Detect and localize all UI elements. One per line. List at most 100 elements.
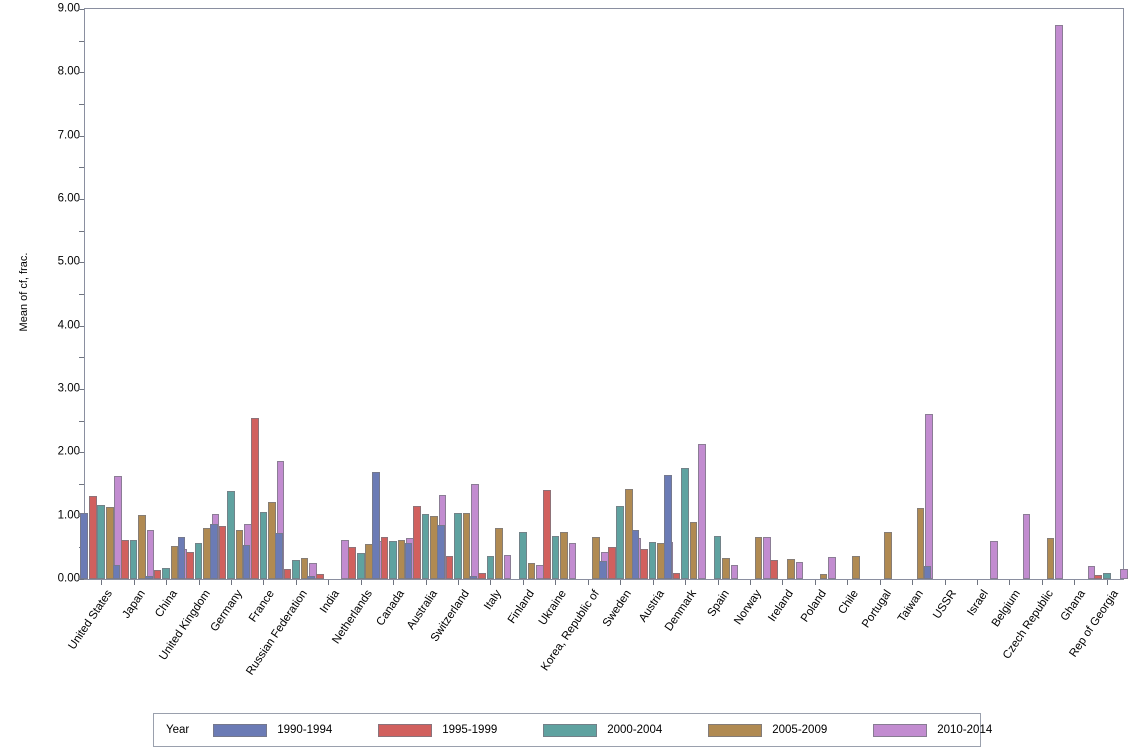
bar xyxy=(551,535,560,579)
bar-group xyxy=(437,9,479,579)
y-axis-tick-label: 3.00 xyxy=(57,382,80,395)
bar xyxy=(421,513,430,579)
bar xyxy=(80,513,89,579)
bar xyxy=(307,575,316,579)
y-axis-minor-tick-mark xyxy=(79,484,84,485)
x-axis-tick-mark xyxy=(977,580,979,585)
y-axis-minor-tick-mark xyxy=(79,420,84,422)
bar xyxy=(437,525,445,579)
y-axis-tick-mark xyxy=(78,325,84,327)
legend-entry[interactable]: 1995-1999 xyxy=(378,723,498,737)
bar-group xyxy=(80,9,123,579)
x-axis-tick-mark xyxy=(749,580,751,585)
legend-entry[interactable]: 1990-1994 xyxy=(213,723,332,737)
y-axis-tick-label: 1.00 xyxy=(57,508,80,521)
bar-group xyxy=(112,9,155,579)
x-axis-tick-label: Australia xyxy=(404,588,440,632)
legend-swatch xyxy=(708,723,763,737)
x-axis-tick-label: Russian Federation xyxy=(244,588,310,678)
legend-entry[interactable]: 2000-2004 xyxy=(543,723,663,737)
bar-group xyxy=(502,9,544,579)
bar xyxy=(413,505,421,579)
bar xyxy=(251,418,259,579)
x-axis-tick-mark xyxy=(814,580,816,585)
bar-group xyxy=(469,9,512,579)
x-axis-tick-mark xyxy=(295,580,297,585)
x-axis-tick-mark xyxy=(522,580,524,585)
y-axis-tick-label: 2.00 xyxy=(57,445,80,458)
bar xyxy=(851,556,860,579)
bar xyxy=(607,547,616,579)
bar xyxy=(916,508,925,579)
bar xyxy=(1094,574,1103,579)
bar xyxy=(372,471,380,579)
x-axis-tick-mark xyxy=(1106,580,1108,585)
x-axis-tick-mark xyxy=(847,580,849,585)
bar xyxy=(1119,568,1128,579)
bar xyxy=(121,539,129,579)
y-axis-tick-label: 7.00 xyxy=(57,128,80,141)
x-axis-tick-label: Canada xyxy=(374,588,408,629)
y-axis-tick-mark xyxy=(78,389,84,390)
bar xyxy=(1055,24,1063,579)
legend-label: 1995-1999 xyxy=(442,724,498,736)
bar xyxy=(348,546,356,579)
x-axis-tick-mark xyxy=(912,580,914,585)
legend-swatch xyxy=(873,723,928,737)
bar xyxy=(145,576,153,579)
bar xyxy=(672,572,681,579)
x-axis-tick-label: India xyxy=(318,588,343,616)
bar xyxy=(445,555,454,579)
y-axis-title: Mean of cf, frac. xyxy=(18,252,30,332)
bar xyxy=(454,512,462,579)
bar-group xyxy=(1086,9,1128,579)
x-axis-tick-label: Austria xyxy=(636,588,667,625)
bar-group xyxy=(664,9,706,579)
bar xyxy=(689,522,698,579)
bar xyxy=(648,542,657,579)
bar xyxy=(380,536,389,579)
x-axis-tick-label: Taiwan xyxy=(896,588,927,625)
y-axis-tick-mark xyxy=(78,72,84,74)
bar xyxy=(227,490,235,579)
x-axis-tick-mark xyxy=(198,580,200,585)
x-axis-tick-label: Germany xyxy=(208,588,245,634)
x-axis-tick-mark xyxy=(425,580,427,585)
x-axis-tick-mark xyxy=(652,580,654,585)
x-axis-tick-mark xyxy=(1009,580,1011,585)
x-axis-tick-mark xyxy=(263,580,265,585)
bar xyxy=(543,489,551,579)
x-axis-tick-mark xyxy=(328,580,330,585)
bar xyxy=(819,573,828,579)
x-axis-tick-mark xyxy=(1041,580,1043,585)
y-axis-minor-tick-mark xyxy=(79,230,84,232)
x-axis-tick-label: Poland xyxy=(798,588,829,625)
bar-group xyxy=(729,9,771,579)
x-axis-tick-mark xyxy=(166,580,168,585)
bar xyxy=(527,562,536,579)
x-axis-tick-mark xyxy=(555,580,557,585)
legend-label: 2000-2004 xyxy=(607,724,663,736)
x-axis-tick-label: Italy xyxy=(482,588,505,613)
bar-group xyxy=(923,9,966,579)
legend-title: Year xyxy=(166,724,190,736)
x-axis-tick-label: USSR xyxy=(930,588,959,622)
bar-group xyxy=(1054,9,1096,579)
bar xyxy=(698,444,706,579)
bars-layer xyxy=(80,9,1128,579)
y-axis-tick-label: 4.00 xyxy=(57,318,80,331)
bar xyxy=(664,474,672,579)
x-axis-tick-mark xyxy=(587,580,589,585)
legend-entry[interactable]: 2005-2009 xyxy=(708,723,827,737)
bar-group xyxy=(242,9,285,579)
bar xyxy=(1087,566,1096,579)
legend-entry[interactable]: 2010-2014 xyxy=(873,723,992,737)
x-axis-tick-mark xyxy=(393,580,395,585)
bar xyxy=(177,537,186,579)
y-axis-tick-mark xyxy=(78,135,84,137)
x-axis-tick-mark xyxy=(1074,580,1076,585)
bar xyxy=(404,542,413,579)
bar xyxy=(153,569,162,579)
bar xyxy=(722,558,730,579)
